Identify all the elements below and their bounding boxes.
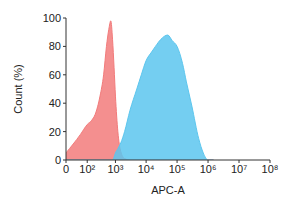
svg-text:10⁷: 10⁷ <box>231 163 247 175</box>
svg-text:60: 60 <box>49 69 61 81</box>
svg-text:10⁸: 10⁸ <box>262 163 279 175</box>
svg-text:10⁵: 10⁵ <box>169 163 186 175</box>
svg-text:APC-A: APC-A <box>151 184 185 196</box>
svg-text:10⁶: 10⁶ <box>200 163 217 175</box>
svg-text:20: 20 <box>49 126 61 138</box>
svg-text:10³: 10³ <box>107 163 123 175</box>
svg-text:0: 0 <box>55 154 61 166</box>
svg-text:0: 0 <box>63 163 69 175</box>
svg-text:100: 100 <box>43 12 61 24</box>
svg-text:10²: 10² <box>79 163 95 175</box>
svg-text:10⁴: 10⁴ <box>138 163 155 175</box>
svg-text:80: 80 <box>49 40 61 52</box>
svg-text:40: 40 <box>49 97 61 109</box>
svg-text:Count (%): Count (%) <box>12 64 24 114</box>
